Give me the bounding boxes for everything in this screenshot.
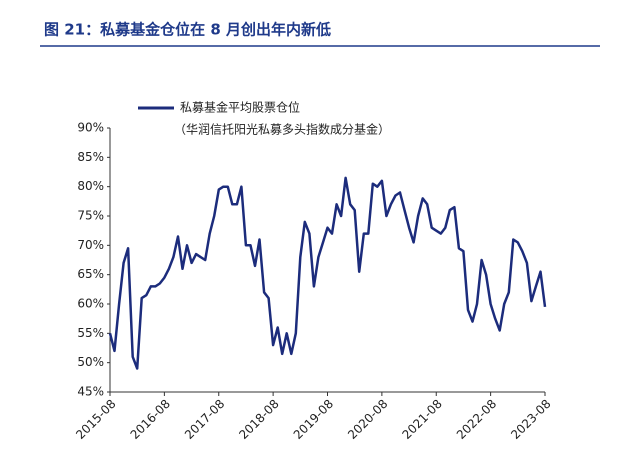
y-tick-label: 85% (77, 150, 104, 164)
legend-label: 私募基金平均股票仓位 (180, 100, 300, 115)
y-tick-label: 75% (77, 209, 104, 223)
y-tick-label: 55% (77, 326, 104, 340)
y-tick-label: 45% (77, 385, 104, 399)
legend-note: （华润信托阳光私募多头指数成分基金） (174, 122, 390, 137)
x-tick-label: 2023-08 (508, 397, 553, 442)
x-tick-label: 2022-08 (454, 397, 499, 442)
y-tick-label: 50% (77, 355, 104, 369)
chart-title: 图 21：私募基金仓位在 8 月创出年内新低 (44, 21, 331, 39)
x-tick-label: 2020-08 (345, 397, 390, 442)
x-tick-label: 2019-08 (291, 397, 336, 442)
x-tick-label: 2015-08 (73, 397, 118, 442)
y-tick-label: 65% (77, 267, 104, 281)
x-tick-label: 2018-08 (236, 397, 281, 442)
x-tick-label: 2021-08 (399, 397, 444, 442)
x-tick-label: 2016-08 (128, 397, 173, 442)
y-tick-label: 80% (77, 179, 104, 193)
y-tick-label: 90% (77, 121, 104, 135)
y-tick-label: 70% (77, 238, 104, 252)
line-series (108, 176, 547, 370)
y-tick-label: 60% (77, 297, 104, 311)
x-tick-label: 2017-08 (182, 397, 227, 442)
